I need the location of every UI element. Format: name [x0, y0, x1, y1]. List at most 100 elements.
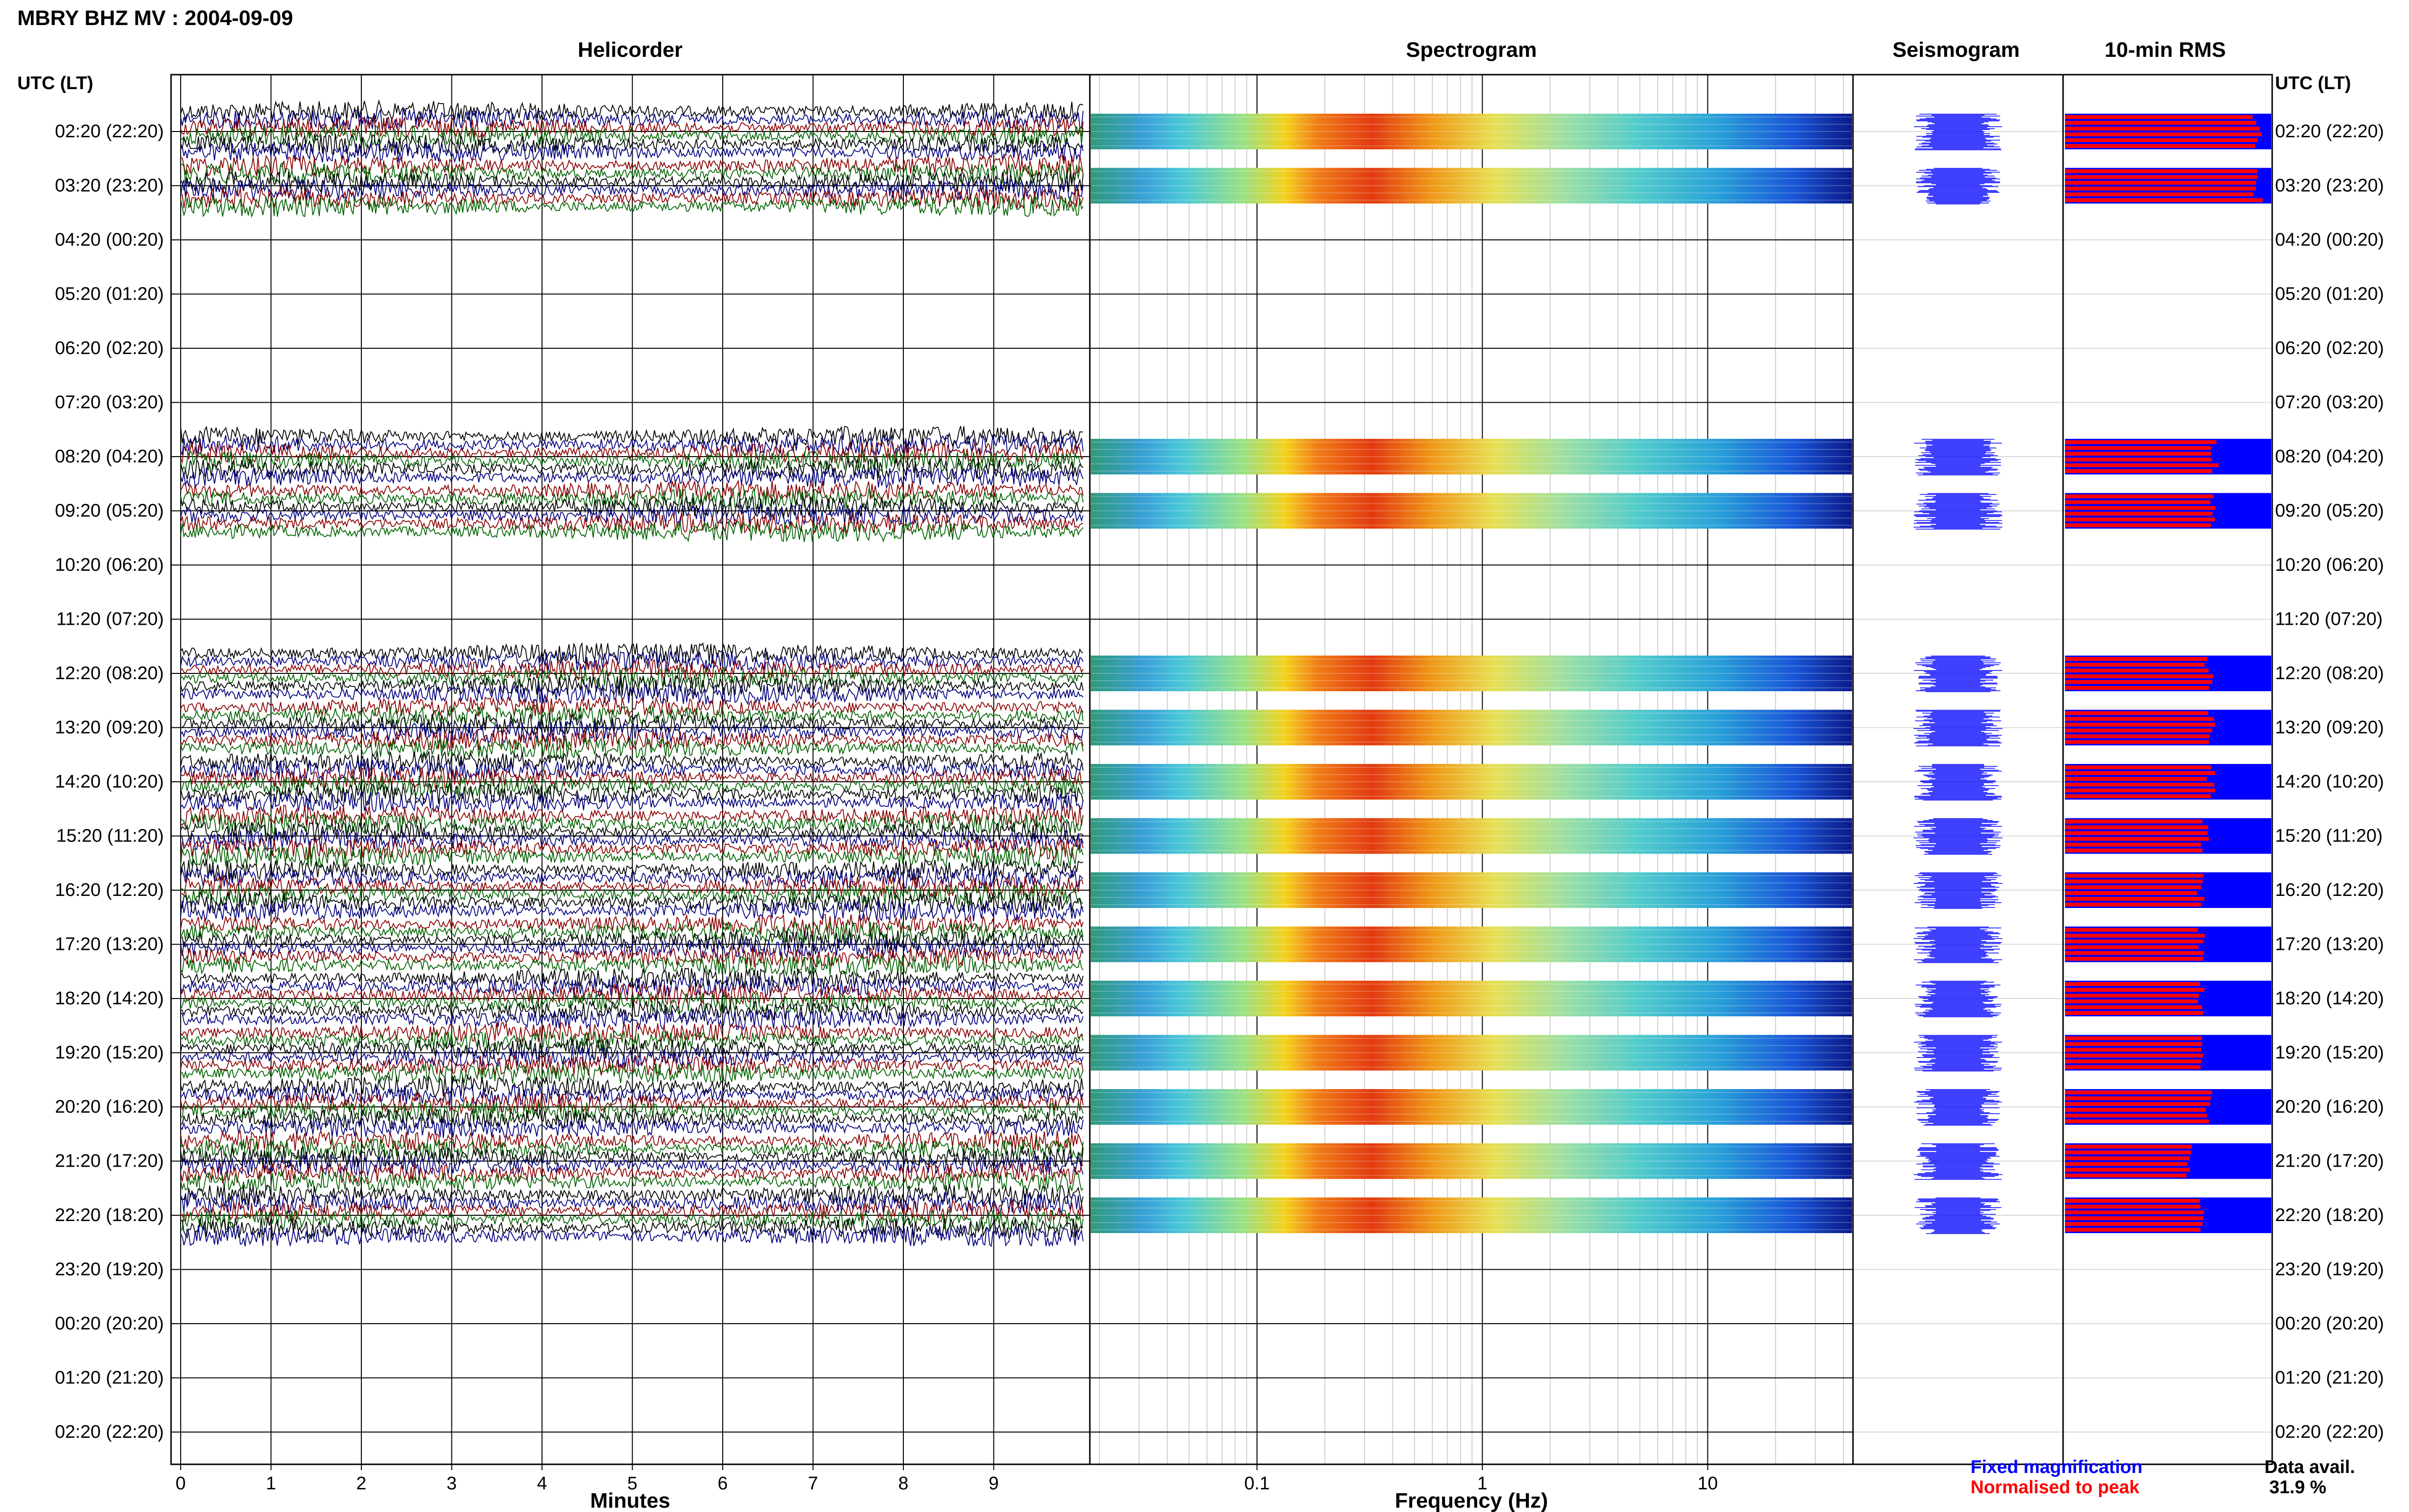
- rms-bar-normalised: [2065, 928, 2198, 932]
- rms-bar-normalised: [2065, 1053, 2203, 1058]
- helicorder-trace: [180, 133, 1084, 156]
- rms-bar-normalised: [2065, 500, 2210, 504]
- helicorder-trace: [180, 967, 1084, 990]
- helicorder-trace: [180, 1101, 1084, 1123]
- rms-bar-normalised: [2065, 903, 2202, 907]
- rms-bar-normalised: [2065, 723, 2216, 727]
- rms-bar-normalised: [2065, 728, 2212, 733]
- minute-tick-label: 3: [447, 1473, 457, 1494]
- row-label-right: 08:20 (04:20): [2275, 447, 2384, 467]
- row-label-right: 01:20 (21:20): [2275, 1368, 2384, 1388]
- helicorder-trace: [180, 1145, 1084, 1169]
- row-label-right: 17:20 (13:20): [2275, 934, 2384, 955]
- rms-bar-fixed: [2065, 439, 2271, 474]
- rms-bar-normalised: [2065, 880, 2203, 883]
- spectrogram-band: [1091, 168, 1852, 204]
- spectrogram-band: [1091, 1035, 1852, 1071]
- helicorder-trace: [180, 1224, 1084, 1248]
- seismogram-trace: [1914, 114, 2002, 150]
- helicorder-trace: [180, 1029, 1084, 1052]
- rms-bar-normalised: [2065, 1102, 2210, 1106]
- rms-bar-normalised: [2065, 771, 2215, 775]
- helicorder-trace: [180, 674, 1084, 697]
- helicorder-trace: [180, 1154, 1084, 1176]
- rms-bar-normalised: [2065, 523, 2211, 527]
- spectrogram-band: [1091, 818, 1852, 854]
- rms-bar-normalised: [2065, 469, 2212, 473]
- rms-bar-normalised: [2065, 686, 2209, 690]
- rms-bar-normalised: [2065, 1228, 2201, 1232]
- rms-bar-fixed: [2065, 1035, 2271, 1071]
- helicorder-trace: [180, 782, 1084, 806]
- row-label-right: 12:20 (08:20): [2275, 663, 2384, 684]
- helicorder-trace: [180, 937, 1084, 959]
- helicorder-trace: [180, 900, 1084, 922]
- minute-tick-label: 4: [537, 1473, 547, 1494]
- helicorder-trace: [180, 649, 1084, 672]
- row-label-left: 19:20 (15:20): [55, 1043, 164, 1063]
- helicorder-trace: [180, 1084, 1084, 1106]
- rms-bar-fixed: [2065, 114, 2271, 149]
- helicorder-trace: [180, 983, 1084, 1006]
- rms-bar-normalised: [2065, 669, 2209, 672]
- rms-bar-normalised: [2065, 945, 2198, 949]
- row-label-left: 01:20 (21:20): [55, 1368, 164, 1388]
- rms-bar-fixed: [2065, 656, 2271, 691]
- row-label-right: 10:20 (06:20): [2275, 555, 2384, 575]
- helicorder-trace: [180, 955, 1084, 977]
- helicorder-trace: [180, 1009, 1084, 1031]
- rms-frame: [2062, 74, 2273, 1465]
- rms-bar-normalised: [2065, 663, 2205, 667]
- helicorder-trace: [180, 1170, 1084, 1194]
- seismogram-trace: [1915, 1197, 2001, 1234]
- rms-bar-normalised: [2065, 1205, 2201, 1209]
- rms-bar-normalised: [2065, 506, 2216, 510]
- row-label-right: 21:20 (17:20): [2275, 1151, 2384, 1171]
- panel-title-seismogram: Seismogram: [1893, 38, 2020, 62]
- rms-bar-normalised: [2065, 186, 2256, 191]
- rms-bar-normalised: [2065, 717, 2214, 721]
- rms-bar-normalised: [2065, 765, 2211, 769]
- seismogram-trace: [1913, 710, 2003, 747]
- helicorder-trace: [180, 1039, 1084, 1060]
- minute-tick-label: 0: [175, 1473, 185, 1494]
- rms-bar-normalised: [2065, 169, 2258, 173]
- row-label-left: 11:20 (07:20): [56, 609, 164, 630]
- spectrogram-band: [1091, 439, 1852, 474]
- rms-bar-normalised: [2065, 837, 2209, 841]
- row-label-right: 13:20 (09:20): [2275, 718, 2384, 738]
- spectrogram-band: [1091, 114, 1852, 149]
- helicorder-trace: [180, 891, 1084, 914]
- rms-bar-fixed: [2065, 818, 2271, 854]
- x-axis-title-frequency: Frequency (Hz): [1395, 1489, 1548, 1512]
- rms-bar-normalised: [2065, 711, 2209, 715]
- rms-bar-fixed: [2065, 1089, 2271, 1125]
- helicorder-trace: [180, 162, 1084, 185]
- rms-bar-fixed: [2065, 981, 2271, 1016]
- rms-bar-normalised: [2065, 680, 2212, 684]
- helicorder-trace: [180, 947, 1084, 967]
- helicorder-trace: [180, 1117, 1084, 1138]
- rms-bar-fixed: [2065, 926, 2271, 962]
- rms-bar-normalised: [2065, 458, 2212, 461]
- row-label-left: 17:20 (13:20): [55, 934, 164, 955]
- row-label-right: 20:20 (16:20): [2275, 1097, 2384, 1117]
- row-label-left: 13:20 (09:20): [55, 718, 164, 738]
- helicorder-trace: [180, 141, 1084, 163]
- helicorder-trace: [180, 479, 1084, 501]
- frequency-tick-label: 10: [1697, 1473, 1718, 1494]
- helicorder-trace: [180, 1108, 1084, 1131]
- helicorder-panel: [180, 99, 1084, 1248]
- helicorder-trace: [180, 487, 1084, 511]
- helicorder-trace: [180, 858, 1084, 881]
- helicorder-trace: [180, 178, 1084, 202]
- rms-bar-normalised: [2065, 819, 2203, 824]
- rms-bar-normalised: [2065, 192, 2254, 197]
- helicorder-trace: [180, 1209, 1084, 1231]
- seismogram-trace: [1914, 764, 2002, 801]
- rms-bar-normalised: [2065, 1005, 2202, 1009]
- helicorder-trace: [180, 1192, 1084, 1215]
- seismogram-trace: [1913, 818, 2003, 855]
- helicorder-trace: [180, 1075, 1084, 1099]
- helicorder-trace: [180, 720, 1084, 744]
